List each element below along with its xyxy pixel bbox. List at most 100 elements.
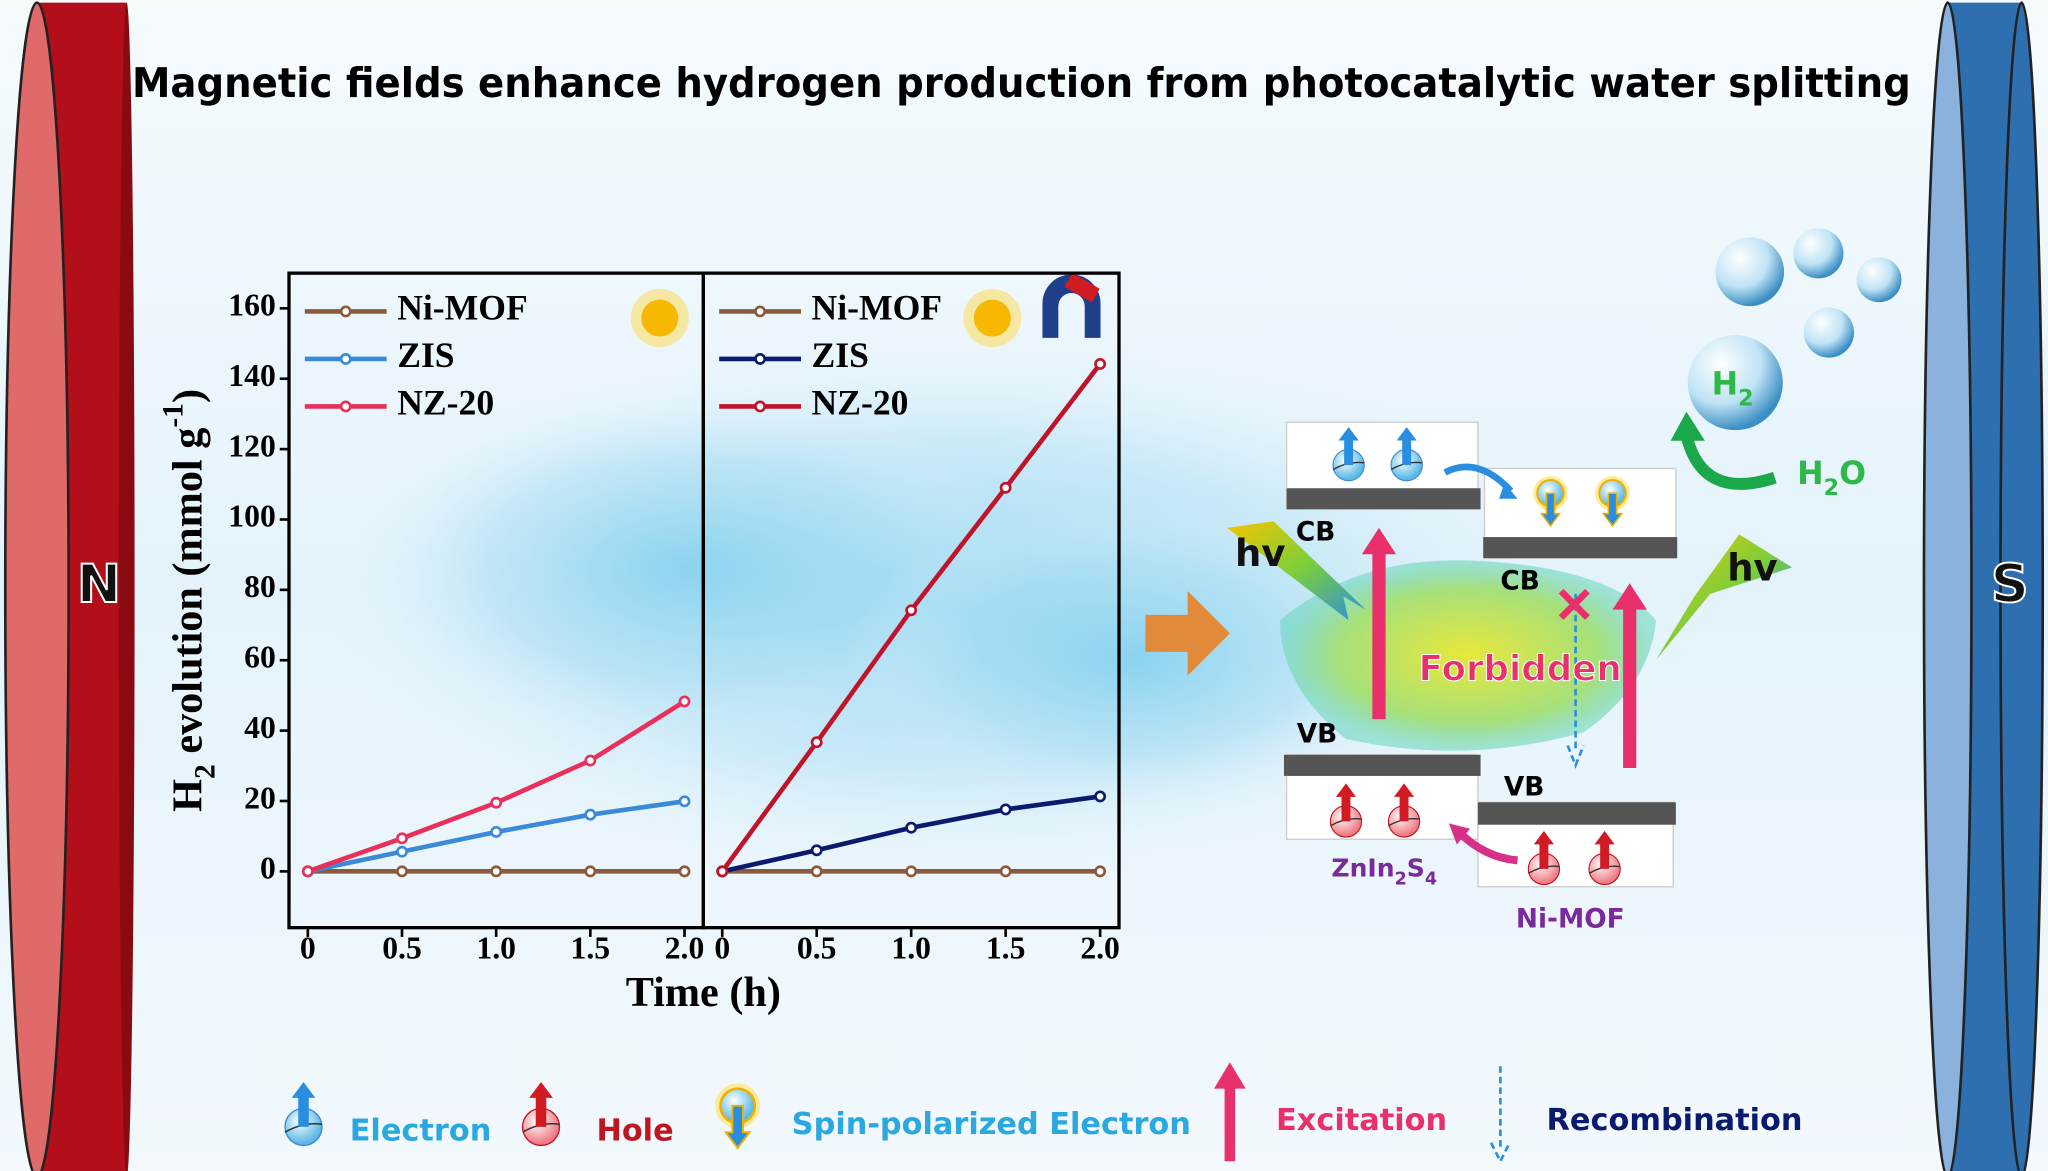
- data-point: [490, 796, 503, 809]
- cycle-arrow: [1680, 433, 1777, 490]
- legend-label: ZIS: [812, 335, 869, 375]
- band-label: CB: [1296, 518, 1335, 548]
- x-tick-label: 1.0: [891, 931, 931, 966]
- data-point: [1094, 790, 1107, 803]
- legend-label: Excitation: [1276, 1103, 1447, 1138]
- data-point: [678, 695, 691, 708]
- excitation-arrow: [1612, 583, 1647, 768]
- x-tick-label: 2.0: [1080, 931, 1120, 966]
- data-point: [905, 821, 918, 834]
- x-tick-label: 1.5: [571, 931, 611, 966]
- legend-marker: [754, 400, 767, 413]
- material-label: Ni-MOF: [1516, 904, 1625, 934]
- legend-label: Hole: [596, 1114, 673, 1149]
- data-point: [905, 865, 918, 878]
- light-label: hv: [1727, 547, 1777, 590]
- transfer-arrow-head: [1448, 823, 1471, 845]
- legend-marker: [754, 352, 767, 365]
- y-tick-label: 120: [228, 428, 275, 463]
- excitation-arrow: [1214, 1062, 1246, 1162]
- photocatalyst-diagram: [1227, 228, 1902, 888]
- text-part: O: [1839, 456, 1866, 492]
- valence-band: [1477, 802, 1676, 825]
- material-label: ZnIn2S4: [1331, 854, 1437, 890]
- data-point: [584, 808, 597, 821]
- data-point: [490, 826, 503, 838]
- reactant-label: H2O: [1797, 456, 1866, 501]
- forbidden-label: Forbidden: [1419, 648, 1622, 689]
- x-tick-label: 0: [714, 931, 730, 966]
- excitation-arrow: [1361, 527, 1397, 720]
- legend-label: ZIS: [397, 335, 454, 375]
- y-tick-label: 40: [244, 710, 276, 745]
- text-part: 2: [1395, 870, 1407, 890]
- text-part: ): [164, 389, 211, 403]
- data-point: [678, 795, 691, 808]
- data-point: [301, 865, 314, 878]
- text-part: H: [164, 779, 211, 812]
- legend-marker: [339, 400, 352, 413]
- bubble: [1803, 307, 1855, 358]
- data-point: [584, 865, 597, 878]
- y-axis-label: H2 evolution (mmol g-1): [157, 389, 221, 812]
- data-point: [1094, 865, 1107, 878]
- light-bolt: [1227, 521, 1366, 621]
- legend-label: Spin-polarized Electron: [792, 1107, 1191, 1142]
- text-part: 2: [1738, 385, 1753, 411]
- x-tick-label: 2.0: [665, 931, 705, 966]
- y-tick-label: 0: [260, 851, 276, 886]
- text-part: 2: [189, 764, 221, 779]
- transfer-arrow-head: [1499, 482, 1518, 499]
- north-magnet-face: [3, 1, 70, 1171]
- cycle-arrow-head: [1670, 411, 1705, 441]
- legend-label: Recombination: [1547, 1103, 1803, 1138]
- x-tick-label: 0: [300, 931, 316, 966]
- recombination-arrow: [1566, 593, 1585, 769]
- data-point: [396, 865, 408, 878]
- legend-marker: [754, 305, 767, 318]
- south-magnet-back: [1999, 1, 2045, 1171]
- text-part: H: [1712, 366, 1739, 402]
- bubble: [1856, 257, 1902, 303]
- north-label: N: [77, 554, 121, 615]
- x-tick-label: 1.0: [476, 931, 516, 966]
- data-point: [678, 865, 691, 878]
- north-magnet-edge: [118, 2, 135, 1171]
- bubble: [1715, 237, 1785, 307]
- y-tick-label: 140: [228, 358, 275, 393]
- y-tick-label: 60: [244, 639, 276, 674]
- page-title: Magnetic fields enhance hydrogen product…: [132, 59, 1911, 107]
- flow-arrow: [1145, 591, 1230, 676]
- legend-marker: [339, 305, 352, 318]
- data-point: [584, 754, 597, 767]
- water-splash: [844, 501, 1426, 819]
- text-part: 2: [1824, 475, 1839, 501]
- data-point: [396, 832, 408, 845]
- data-point: [999, 481, 1012, 494]
- sun-icon: [630, 288, 689, 348]
- y-tick-label: 100: [228, 499, 275, 534]
- plot-frame: [701, 271, 1121, 930]
- text-part: 4: [1425, 870, 1437, 890]
- x-axis-label: Time (h): [626, 969, 781, 1016]
- band-label: CB: [1500, 566, 1539, 596]
- data-point: [999, 803, 1012, 816]
- bubble: [1687, 335, 1783, 431]
- bubble: [1793, 228, 1844, 279]
- x-tick-label: 0.5: [797, 931, 837, 966]
- south-label: S: [1991, 554, 2029, 615]
- conduction-band: [1286, 488, 1481, 510]
- legend-marker: [339, 352, 352, 365]
- y-tick-label: 80: [244, 569, 276, 604]
- x-tick-label: 0.5: [382, 931, 422, 966]
- data-point: [810, 844, 823, 857]
- text-part: H: [1797, 456, 1823, 492]
- band-label: VB: [1504, 772, 1545, 802]
- data-point: [396, 845, 408, 858]
- text-part: -1: [157, 403, 189, 428]
- south-magnet-face: [1922, 1, 1973, 1171]
- magnet-icon: [1042, 272, 1101, 338]
- text-part: evolution (mmol g: [164, 428, 211, 765]
